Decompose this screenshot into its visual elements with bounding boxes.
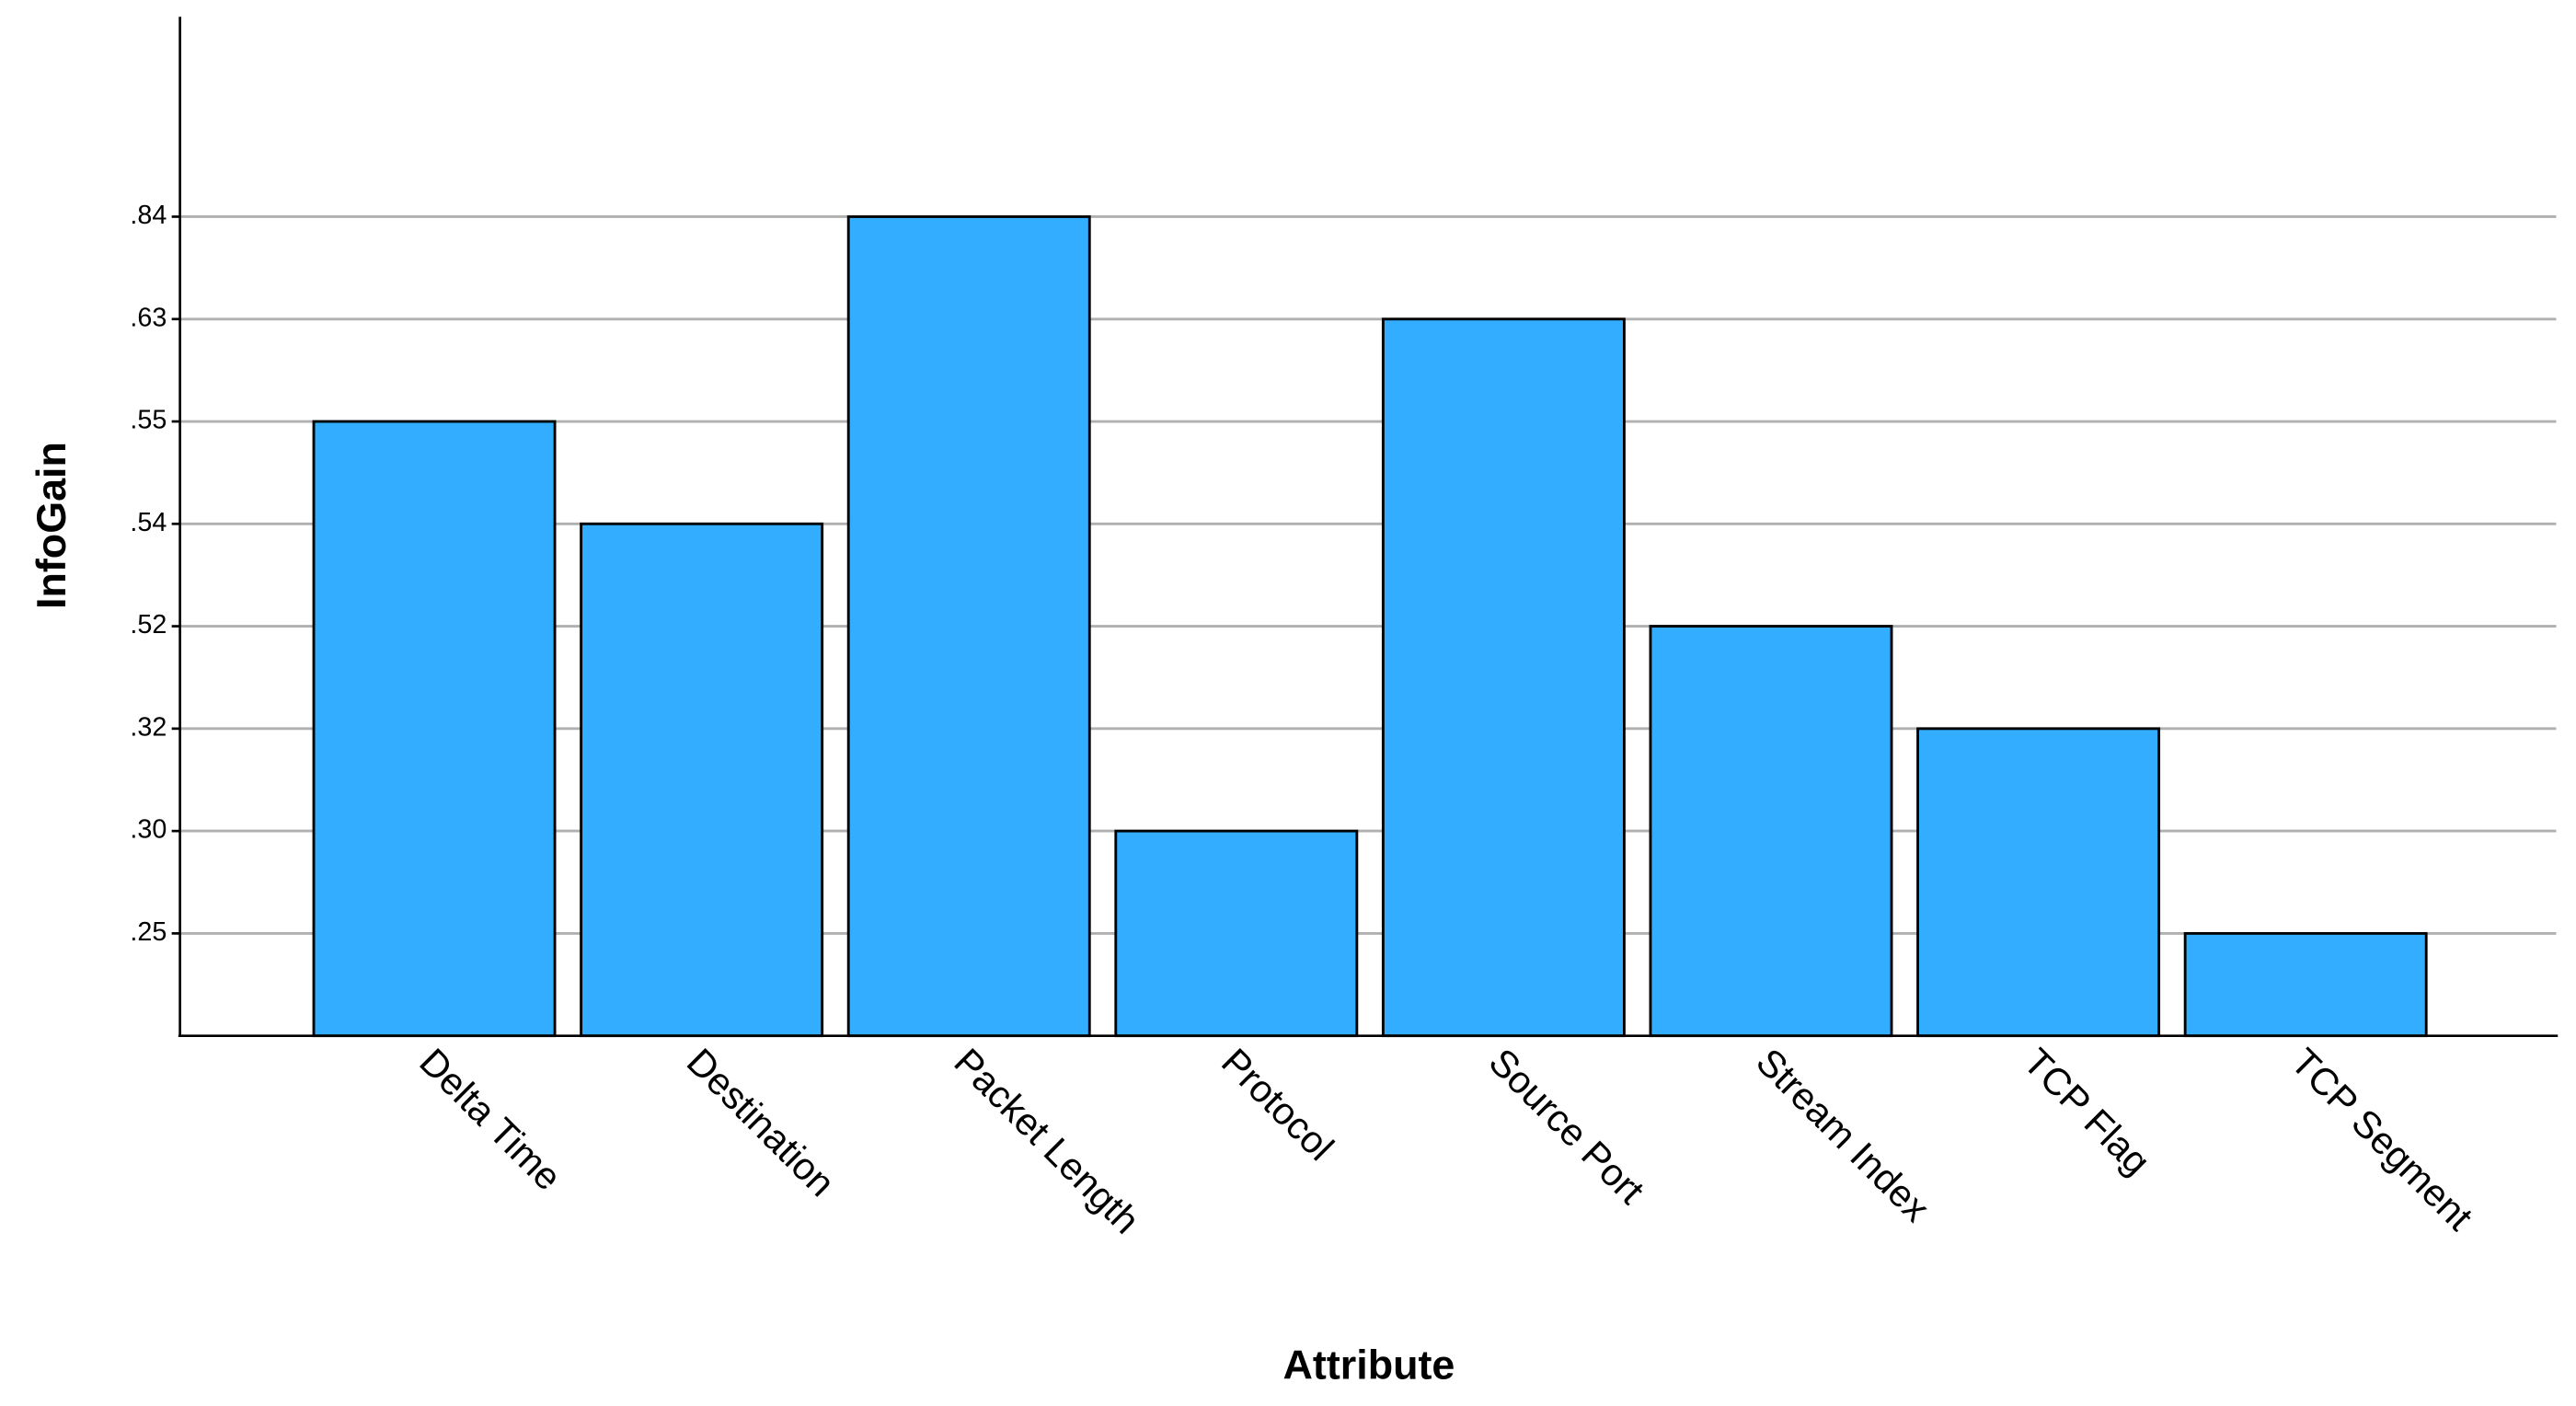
x-tick-label: Packet Length (946, 1041, 1147, 1242)
x-tick-label: Destination (679, 1041, 844, 1205)
y-tick-label: .63 (130, 303, 167, 332)
bar (1114, 829, 1359, 1038)
y-tick-label: .55 (130, 406, 167, 435)
y-axis-title: InfoGain (28, 442, 75, 609)
bar (1916, 727, 2161, 1038)
grid (179, 215, 2557, 935)
bar (2183, 931, 2428, 1038)
y-tick-label: .32 (130, 712, 167, 742)
y-tick-label: .84 (130, 201, 167, 230)
bar (846, 215, 1091, 1038)
bars (312, 215, 2428, 1038)
x-tick-label: Source Port (1481, 1041, 1653, 1213)
y-tick-label: .30 (130, 815, 167, 845)
y-tick-label: .54 (130, 508, 167, 537)
y-tick-label: .52 (130, 610, 167, 640)
x-tick-label: TCP Flag (2016, 1041, 2158, 1183)
x-axis-title: Attribute (1283, 1341, 1455, 1388)
x-tick-label: Delta Time (411, 1041, 569, 1199)
x-tick-label: TCP Segment (2283, 1041, 2481, 1239)
x-tick-label: Protocol (1213, 1041, 1342, 1170)
x-tick-label: Stream Index (1748, 1041, 1938, 1230)
bar (1649, 625, 1893, 1038)
bar (312, 420, 557, 1038)
y-tick-label: .25 (130, 917, 167, 947)
bar (580, 522, 824, 1038)
bar (1381, 317, 1626, 1038)
